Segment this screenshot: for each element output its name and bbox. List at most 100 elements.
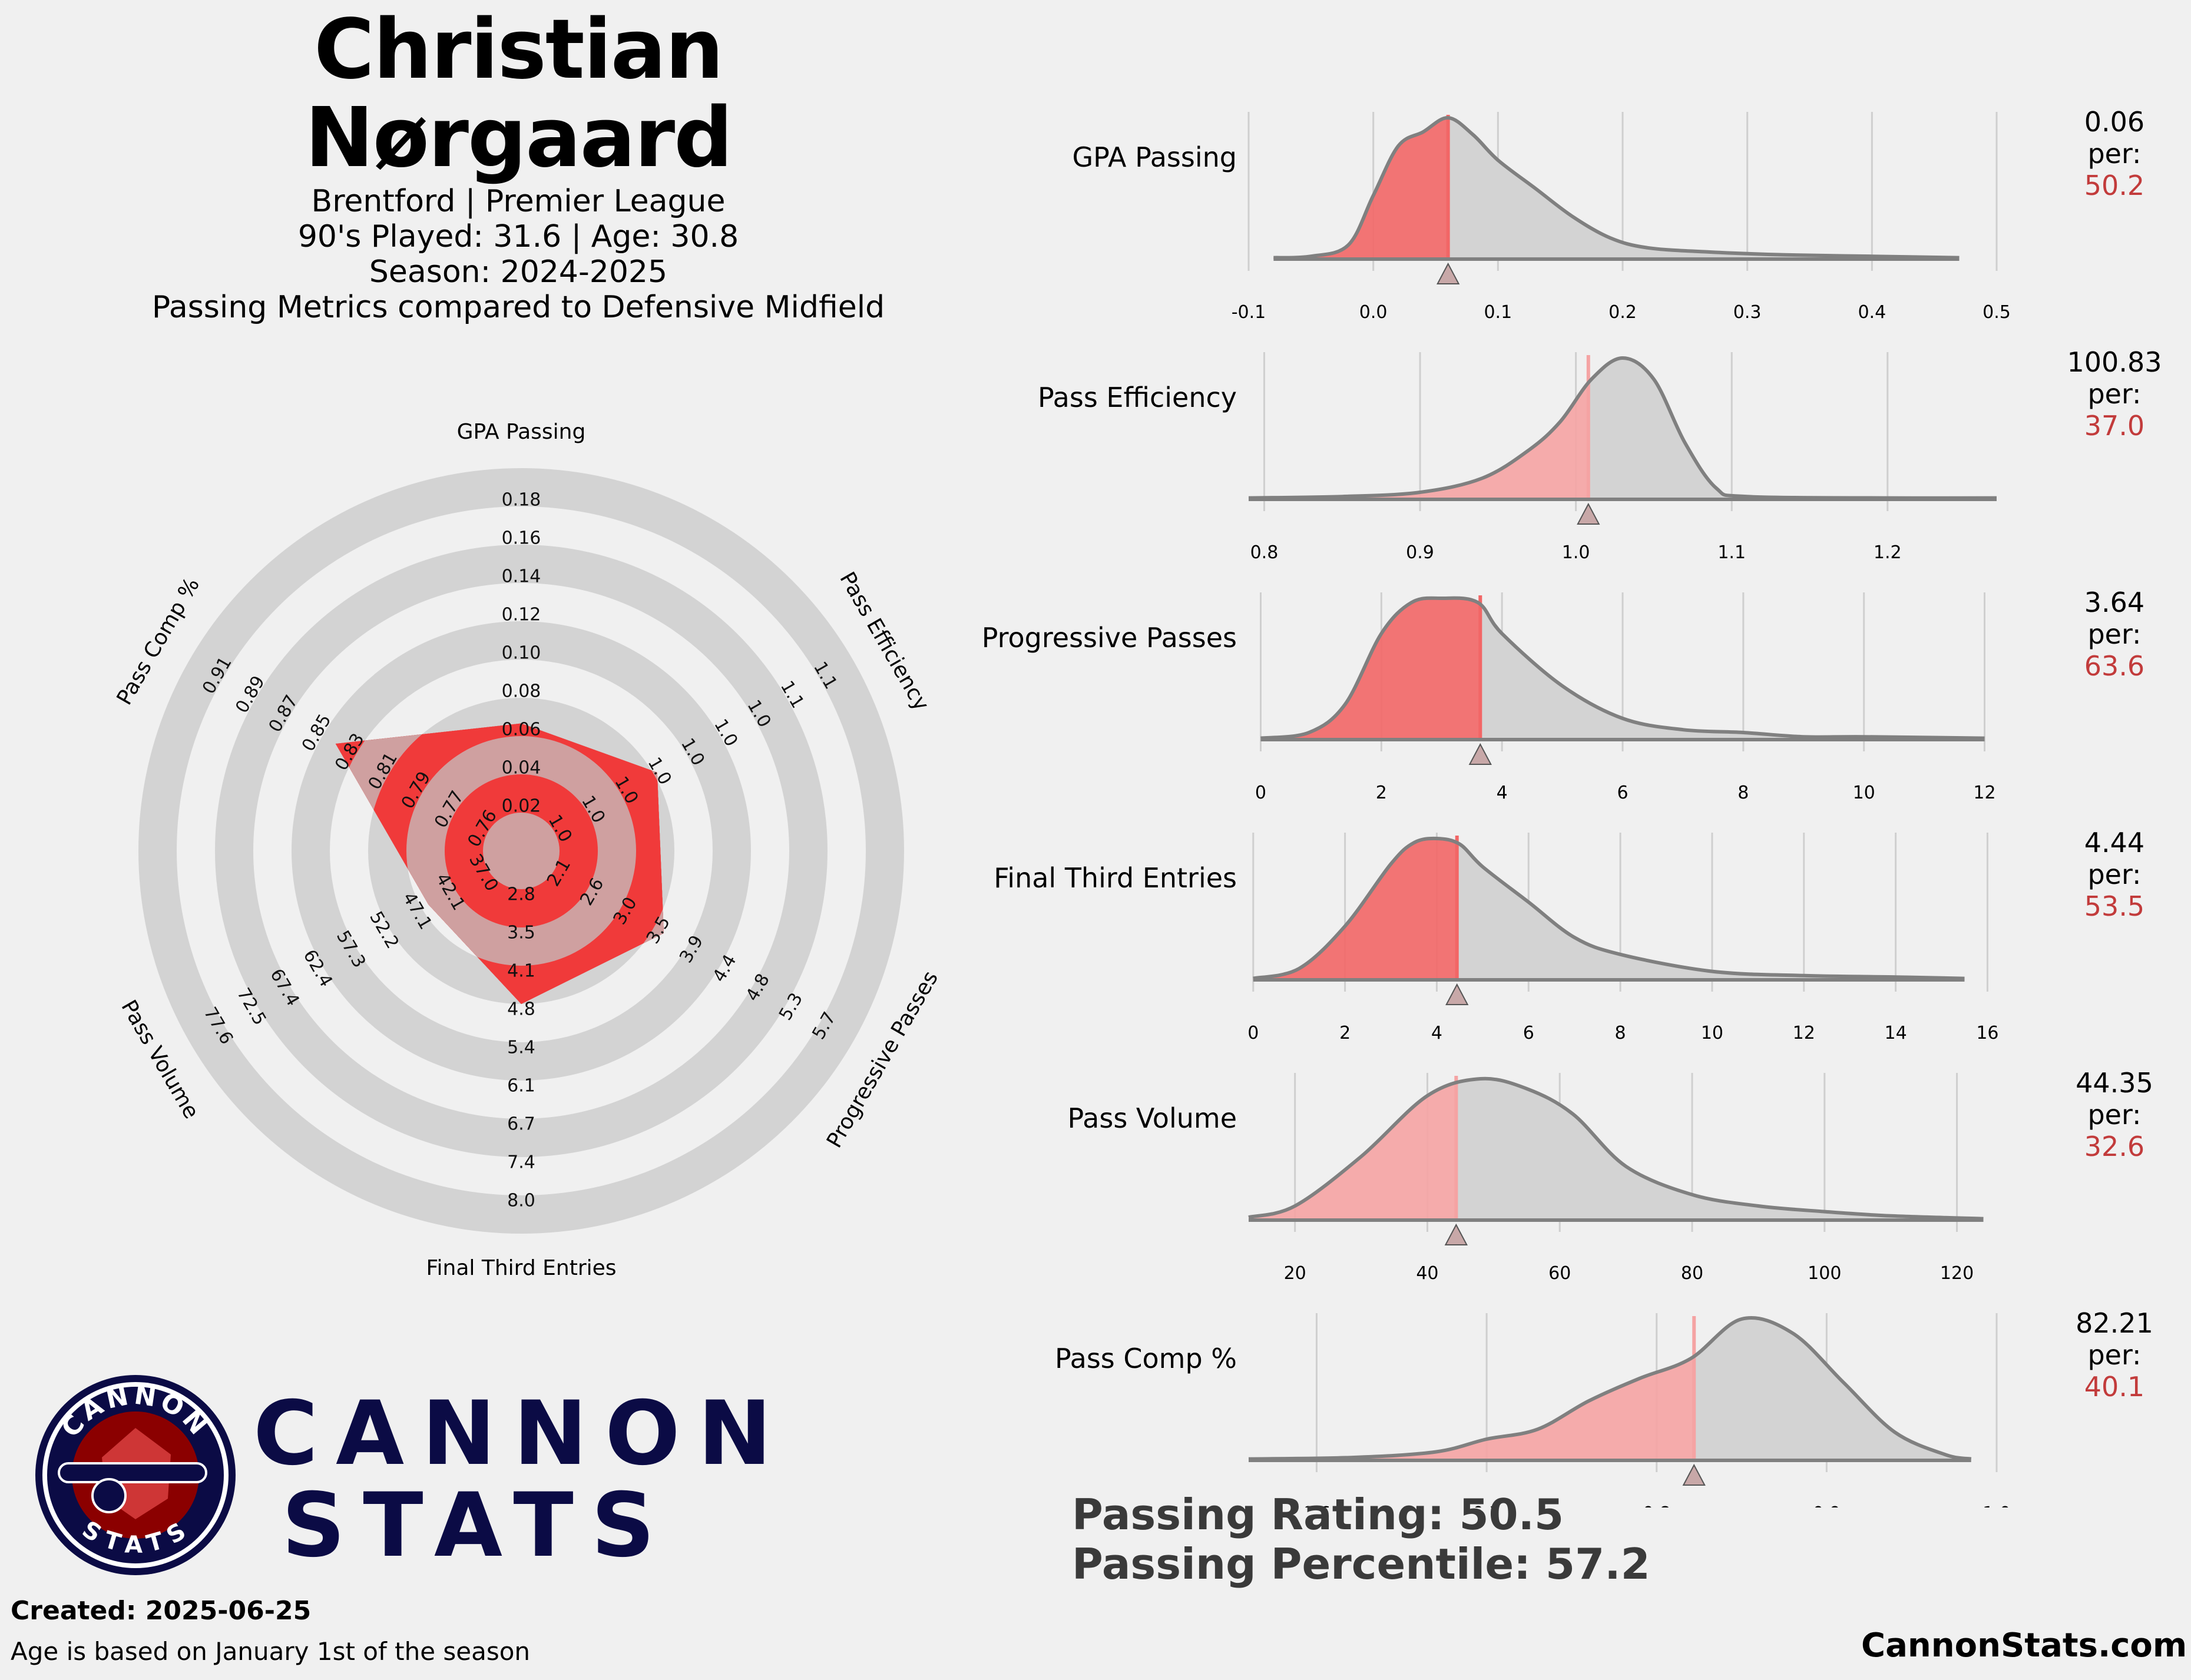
passing-rating-block: Passing Rating: 50.5 Passing Percentile:…	[1072, 1490, 1650, 1589]
radar-tick-label: 8.0	[507, 1191, 535, 1211]
density-tick-label: 0.9	[1406, 542, 1434, 563]
density-tick-label: 4	[1497, 783, 1508, 803]
density-area-upper	[1456, 1078, 1984, 1220]
metric-percentile: per: 53.5	[2084, 859, 2145, 922]
density-tick-label: 0.0	[1359, 302, 1388, 323]
team-line: Brentford | Premier League	[311, 184, 726, 219]
density-metric-value: 100.83 per: 37.0	[2056, 346, 2173, 442]
radar-tick-label: 0.14	[502, 566, 541, 587]
density-tick-label: 1.0	[1562, 542, 1590, 563]
cannon-stats-badge: CANNON STATS	[35, 1375, 236, 1575]
radar-tick-label: 7.4	[507, 1152, 535, 1173]
radar-tick-label: 0.12	[502, 605, 541, 625]
metric-raw-value: 44.35	[2076, 1067, 2153, 1099]
density-tick-label: 80	[1681, 1263, 1703, 1284]
density-metric-value: 0.06 per: 50.2	[2056, 106, 2173, 201]
density-tick-label: 0.8	[1250, 542, 1279, 563]
density-curve	[1248, 1076, 1984, 1221]
metric-percentile: per: 32.6	[2084, 1099, 2145, 1162]
density-tick-label: 12	[1793, 1023, 1815, 1043]
metric-percentile: per: 40.1	[2084, 1339, 2145, 1403]
passing-rating: Passing Rating: 50.5	[1072, 1490, 1564, 1539]
radar-tick-label: 0.02	[502, 796, 541, 817]
density-area-upper	[1457, 843, 1965, 980]
density-tick-label: 100	[1808, 1263, 1841, 1284]
density-metric-value: 44.35 per: 32.6	[2056, 1067, 2173, 1162]
radar-tick-label: 0.16	[502, 528, 541, 549]
player-name: Christian Nørgaard	[0, 0, 1037, 183]
density-tick-label: 12	[1973, 783, 1995, 803]
density-tick-label: 0	[1255, 783, 1266, 803]
logo-word-stats: STATS	[282, 1474, 673, 1577]
density-tick-label: 0.1	[1484, 302, 1512, 323]
density-tick-label: 1.2	[1874, 542, 1902, 563]
density-tick-label: 0.5	[1983, 302, 2011, 323]
radar-tick-label: 2.8	[507, 884, 535, 905]
density-tick-label: 0.8	[1643, 1503, 1671, 1507]
radar-tick-label: 4.8	[507, 999, 535, 1020]
density-area-upper	[1448, 117, 1960, 259]
radar-tick-label: 0.04	[502, 758, 541, 778]
density-tick-label: 8	[1615, 1023, 1626, 1043]
season-line: Season: 2024-2025	[369, 254, 668, 290]
density-tick-label: 120	[1940, 1263, 1974, 1284]
metric-raw-value: 0.06	[2084, 106, 2145, 138]
player-name-line1: Christian	[314, 2, 724, 98]
metric-percentile: per: 63.6	[2084, 618, 2145, 682]
radar-tick-label: 0.18	[502, 490, 541, 511]
played-line: 90's Played: 31.6 | Age: 30.8	[297, 219, 739, 254]
density-tick-label: 20	[1284, 1263, 1306, 1284]
logo-wordmark: CANNON STATS	[253, 1390, 772, 1577]
radar-tick-label: 4.1	[507, 961, 535, 982]
density-tick-label: 0.9	[1813, 1503, 1841, 1507]
density-tick-label: 2	[1376, 783, 1387, 803]
density-tick-label: 16	[1976, 1023, 1998, 1043]
density-tick-label: 6	[1617, 783, 1628, 803]
radar-tick-label: 5.4	[507, 1038, 535, 1058]
density-value-marker	[1468, 743, 1492, 765]
density-curve	[1248, 1316, 1972, 1461]
density-tick-label: -0.1	[1232, 302, 1266, 323]
age-note: Age is based on January 1st of the seaso…	[11, 1637, 531, 1666]
passing-percentile: Passing Percentile: 57.2	[1072, 1539, 1650, 1589]
density-metric-label: GPA Passing	[1072, 141, 1237, 173]
radar-tick-label: 0.10	[502, 643, 541, 664]
density-tick-label: 4	[1431, 1023, 1442, 1043]
density-value-marker	[1682, 1463, 1706, 1486]
density-charts: -0.1 0.0 0.1 0.2 0.3 0.4 0.5 0.8 0.9 1.0 1.1 1.2 0 2 4…	[1232, 112, 2011, 1507]
metric-percentile: per: 50.2	[2084, 138, 2145, 201]
density-curve	[1273, 116, 1960, 260]
density-area-upper	[1694, 1318, 1971, 1460]
density-value-marker	[1444, 1223, 1468, 1245]
density-tick-label: 0.7	[1472, 1503, 1501, 1507]
density-tick-label: 0.6	[1303, 1503, 1331, 1507]
density-metric-label: Pass Comp %	[1054, 1343, 1237, 1374]
radar-chart: 0.02 0.04 0.06 0.08 0.10 0.12 0.14 0.16 0.18 GPA …	[112, 420, 944, 1280]
density-tick-label: 0.4	[1858, 302, 1886, 323]
density-metric-label: Pass Efficiency	[1038, 382, 1237, 413]
site-url[interactable]: CannonStats.com	[1861, 1626, 2187, 1665]
density-curve	[1253, 836, 1965, 980]
density-tick-label: 40	[1416, 1263, 1438, 1284]
radar-tick-label: 6.7	[507, 1114, 535, 1135]
density-tick-label: 10	[1701, 1023, 1723, 1043]
density-tick-label: 2	[1339, 1023, 1351, 1043]
metric-raw-value: 4.44	[2084, 827, 2145, 859]
density-tick-label: 60	[1548, 1263, 1571, 1284]
density-tick-label: 0.3	[1733, 302, 1762, 323]
density-tick-label: 1.0	[1983, 1503, 2011, 1507]
density-metric-value: 82.21 per: 40.1	[2056, 1307, 2173, 1403]
density-metric-label: Final Third Entries	[994, 862, 1237, 894]
density-tick-label: 0.2	[1609, 302, 1637, 323]
created-date: Created: 2025-06-25	[11, 1596, 312, 1626]
radar-axis-label: Final Third Entries	[426, 1256, 616, 1280]
density-area-lower	[1260, 598, 1481, 740]
density-metric-label: Pass Volume	[1067, 1102, 1237, 1134]
player-subtitle: Brentford | Premier League 90's Played: …	[0, 184, 1037, 325]
density-value-marker	[1577, 502, 1600, 525]
radar-tick-label: 3.5	[507, 923, 535, 943]
density-tick-label: 14	[1884, 1023, 1907, 1043]
radar-tick-label: 6.1	[507, 1076, 535, 1096]
density-area-lower	[1273, 117, 1448, 259]
density-tick-label: 0	[1247, 1023, 1259, 1043]
